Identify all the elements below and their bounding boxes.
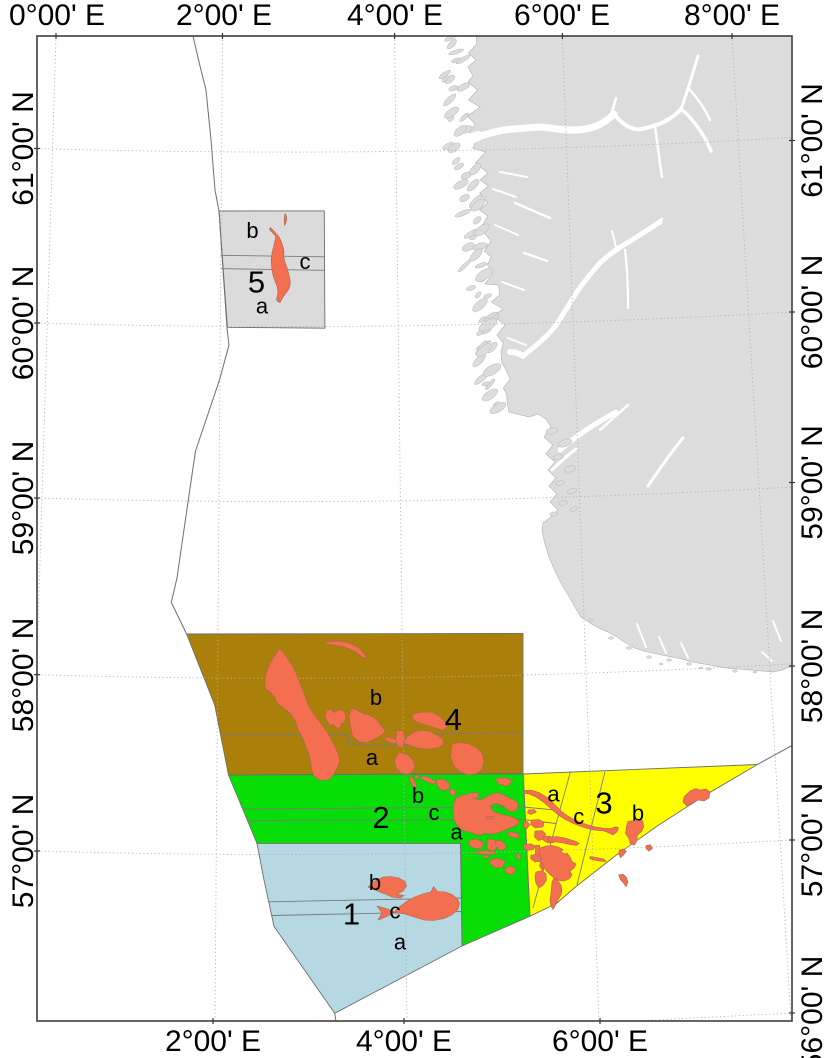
svg-text:60°00' N: 60°00' N [7, 266, 40, 380]
svg-text:4: 4 [445, 702, 462, 737]
svg-text:59°00' N: 59°00' N [7, 441, 40, 555]
svg-text:b: b [370, 685, 382, 710]
svg-text:61°00' N: 61°00' N [7, 91, 40, 205]
svg-text:2°00' E: 2°00' E [165, 1025, 261, 1058]
svg-text:2: 2 [372, 800, 389, 835]
svg-text:c: c [429, 800, 440, 825]
svg-text:61°00' N: 61°00' N [796, 83, 828, 197]
svg-text:6°00' E: 6°00' E [552, 1025, 648, 1058]
svg-text:b: b [246, 218, 258, 243]
svg-text:60°00' N: 60°00' N [796, 255, 828, 369]
svg-text:58°00' N: 58°00' N [7, 618, 40, 732]
svg-text:4°00' E: 4°00' E [356, 1025, 452, 1058]
svg-text:56°00' N: 56°00' N [796, 956, 828, 1058]
svg-text:1: 1 [343, 896, 360, 931]
svg-text:59°00' N: 59°00' N [796, 425, 828, 539]
svg-text:58°00' N: 58°00' N [796, 609, 828, 723]
svg-text:0°00' E: 0°00' E [9, 0, 105, 32]
svg-text:5: 5 [248, 265, 265, 300]
svg-text:2°00' E: 2°00' E [176, 0, 272, 32]
svg-text:4°00' E: 4°00' E [347, 0, 443, 32]
svg-text:3: 3 [595, 786, 612, 821]
svg-text:b: b [632, 801, 644, 826]
svg-text:c: c [300, 249, 311, 274]
svg-text:8°00' E: 8°00' E [684, 0, 780, 32]
svg-text:b: b [412, 783, 424, 808]
svg-text:b: b [369, 870, 381, 895]
svg-text:57°00' N: 57°00' N [796, 783, 828, 897]
svg-text:a: a [394, 930, 407, 955]
svg-text:57°00' N: 57°00' N [7, 794, 40, 908]
svg-text:a: a [256, 294, 269, 319]
svg-text:a: a [547, 781, 560, 806]
svg-text:6°00' E: 6°00' E [514, 0, 610, 32]
svg-text:a: a [450, 820, 463, 845]
svg-text:a: a [366, 745, 379, 770]
svg-text:c: c [573, 804, 584, 829]
svg-text:c: c [390, 899, 401, 924]
